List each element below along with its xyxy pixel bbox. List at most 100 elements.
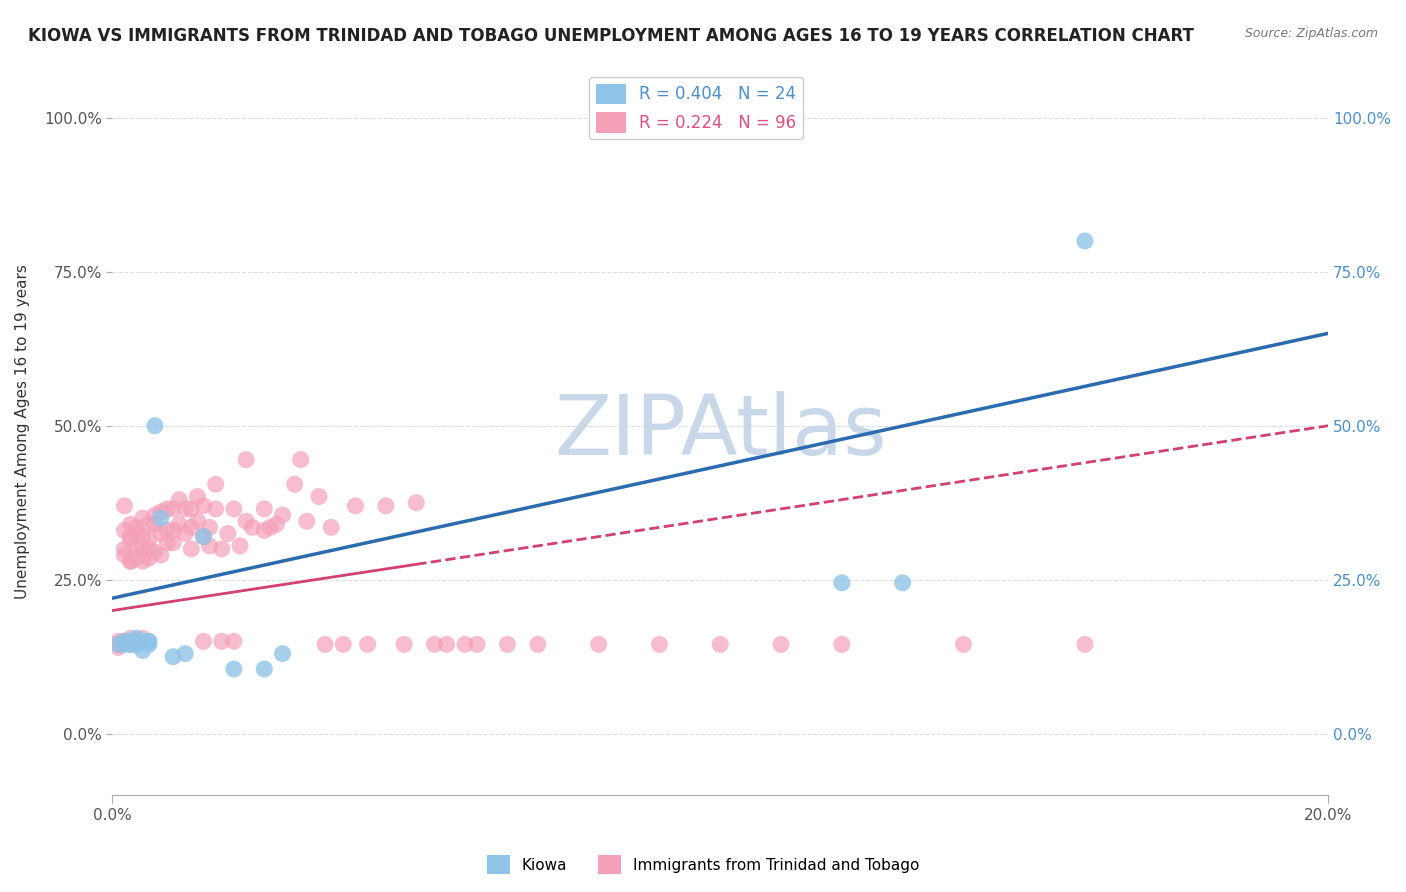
- Point: [648, 637, 671, 651]
- Point: [138, 634, 160, 648]
- Point: [162, 649, 184, 664]
- Point: [709, 637, 731, 651]
- Point: [198, 539, 221, 553]
- Point: [180, 520, 202, 534]
- Point: [222, 662, 245, 676]
- Point: [1074, 637, 1097, 651]
- Point: [107, 634, 129, 648]
- Point: [131, 530, 153, 544]
- Point: [314, 637, 336, 651]
- Point: [253, 524, 276, 538]
- Point: [143, 508, 166, 522]
- Point: [308, 490, 330, 504]
- Point: [162, 524, 184, 538]
- Point: [253, 502, 276, 516]
- Point: [769, 637, 792, 651]
- Point: [259, 520, 281, 534]
- Point: [1074, 234, 1097, 248]
- Point: [125, 520, 148, 534]
- Point: [588, 637, 610, 651]
- Point: [131, 632, 153, 646]
- Point: [149, 505, 172, 519]
- Point: [125, 632, 148, 646]
- Point: [436, 637, 458, 651]
- Point: [198, 520, 221, 534]
- Point: [114, 541, 136, 556]
- Point: [138, 517, 160, 532]
- Point: [211, 541, 233, 556]
- Point: [193, 634, 215, 648]
- Point: [114, 524, 136, 538]
- Point: [107, 640, 129, 655]
- Y-axis label: Unemployment Among Ages 16 to 19 years: Unemployment Among Ages 16 to 19 years: [15, 264, 30, 599]
- Point: [138, 551, 160, 566]
- Point: [174, 526, 197, 541]
- Point: [186, 490, 208, 504]
- Point: [120, 634, 142, 648]
- Point: [120, 554, 142, 568]
- Point: [174, 502, 197, 516]
- Point: [138, 533, 160, 547]
- Point: [162, 502, 184, 516]
- Point: [174, 647, 197, 661]
- Point: [423, 637, 446, 651]
- Point: [131, 541, 153, 556]
- Point: [271, 508, 294, 522]
- Point: [374, 499, 396, 513]
- Point: [186, 514, 208, 528]
- Point: [131, 511, 153, 525]
- Point: [321, 520, 343, 534]
- Point: [235, 452, 257, 467]
- Point: [180, 502, 202, 516]
- Point: [253, 662, 276, 676]
- Point: [107, 637, 129, 651]
- Point: [138, 634, 160, 648]
- Point: [271, 647, 294, 661]
- Point: [149, 526, 172, 541]
- Point: [193, 530, 215, 544]
- Point: [204, 502, 226, 516]
- Point: [114, 634, 136, 648]
- Point: [222, 634, 245, 648]
- Point: [120, 554, 142, 568]
- Point: [465, 637, 488, 651]
- Point: [496, 637, 519, 651]
- Point: [392, 637, 415, 651]
- Point: [217, 526, 239, 541]
- Point: [107, 637, 129, 651]
- Point: [114, 548, 136, 562]
- Point: [107, 637, 129, 651]
- Point: [344, 499, 367, 513]
- Point: [167, 492, 190, 507]
- Point: [114, 499, 136, 513]
- Text: Source: ZipAtlas.com: Source: ZipAtlas.com: [1244, 27, 1378, 40]
- Point: [131, 554, 153, 568]
- Point: [266, 517, 288, 532]
- Point: [167, 517, 190, 532]
- Point: [284, 477, 307, 491]
- Point: [120, 533, 142, 547]
- Point: [131, 634, 153, 648]
- Point: [149, 511, 172, 525]
- Point: [125, 634, 148, 648]
- Point: [180, 541, 202, 556]
- Point: [120, 530, 142, 544]
- Point: [527, 637, 550, 651]
- Point: [222, 502, 245, 516]
- Point: [114, 637, 136, 651]
- Point: [295, 514, 318, 528]
- Text: ZIPAtlas: ZIPAtlas: [554, 392, 887, 473]
- Point: [143, 545, 166, 559]
- Point: [193, 530, 215, 544]
- Point: [156, 524, 179, 538]
- Point: [131, 643, 153, 657]
- Point: [156, 502, 179, 516]
- Point: [229, 539, 252, 553]
- Text: KIOWA VS IMMIGRANTS FROM TRINIDAD AND TOBAGO UNEMPLOYMENT AMONG AGES 16 TO 19 YE: KIOWA VS IMMIGRANTS FROM TRINIDAD AND TO…: [28, 27, 1194, 45]
- Point: [114, 634, 136, 648]
- Point: [332, 637, 354, 651]
- Point: [240, 520, 263, 534]
- Point: [120, 637, 142, 651]
- Point: [162, 535, 184, 549]
- Point: [138, 541, 160, 556]
